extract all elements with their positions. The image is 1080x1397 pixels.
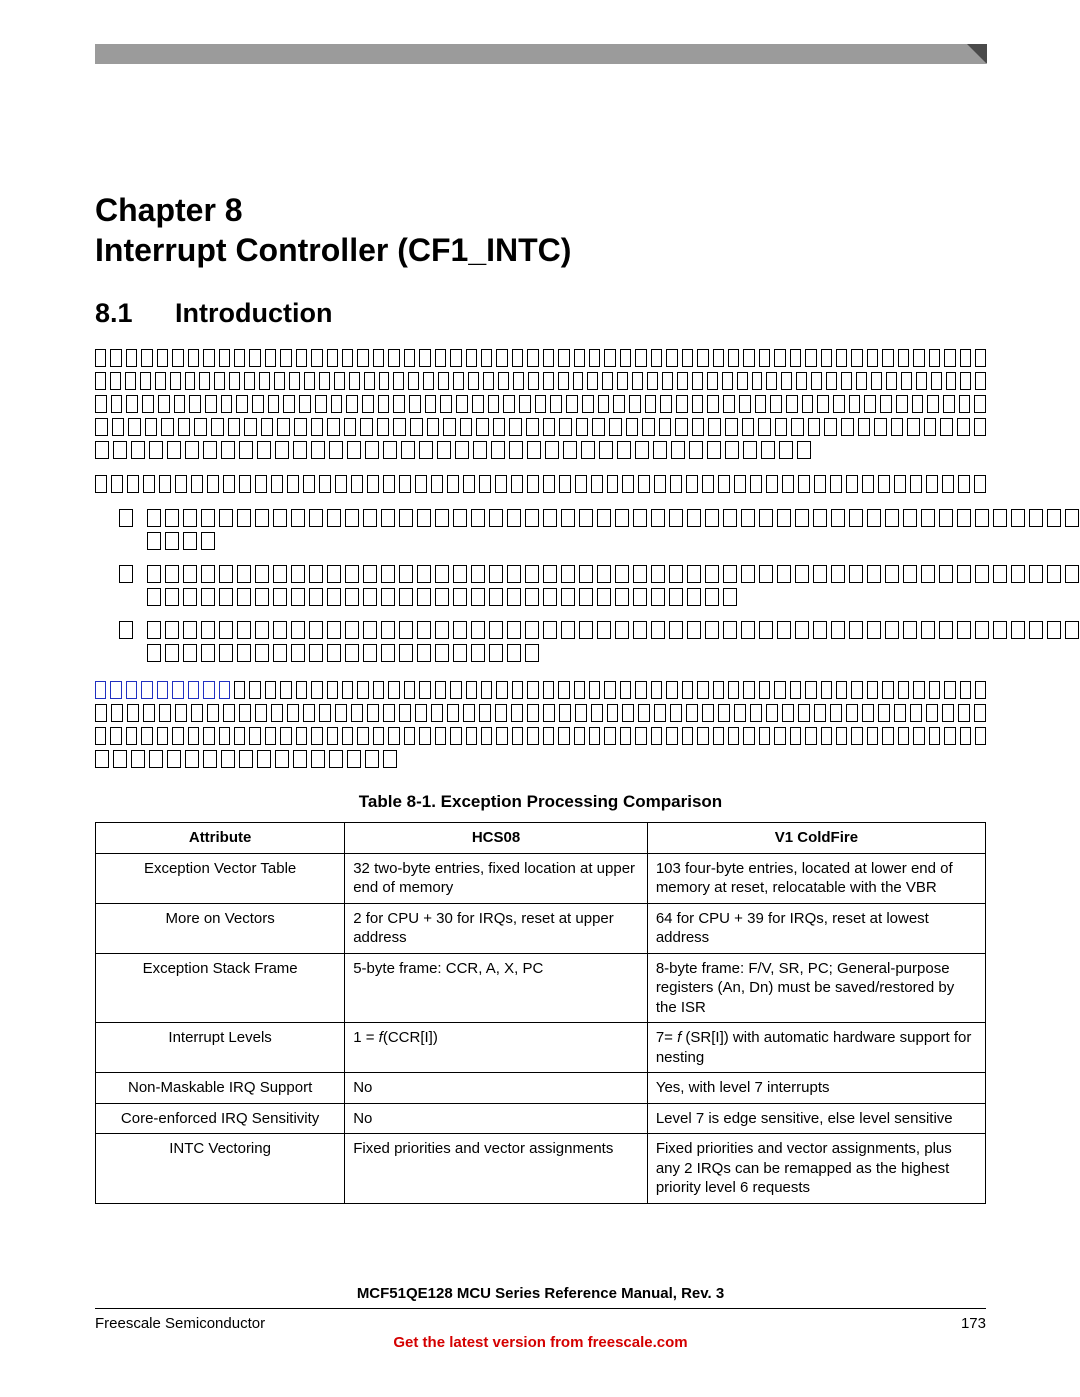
cell-hcs08: 32 two-byte entries, fixed location at u… [345, 853, 648, 903]
cell-attribute: Exception Stack Frame [96, 953, 345, 1023]
cell-hcs08: 5-byte frame: CCR, A, X, PC [345, 953, 648, 1023]
bullet-marker [119, 621, 133, 639]
page-footer: MCF51QE128 MCU Series Reference Manual, … [95, 1285, 986, 1351]
body-paragraph-3 [95, 681, 986, 770]
cell-attribute: Non-Maskable IRQ Support [96, 1073, 345, 1104]
section-number: 8.1 [95, 298, 175, 329]
cell-hcs08: Fixed priorities and vector assignments [345, 1134, 648, 1204]
page-content: Chapter 8 Interrupt Controller (CF1_INTC… [95, 190, 986, 1204]
comparison-table: Attribute HCS08 V1 ColdFire Exception Ve… [95, 822, 986, 1204]
table-header-row: Attribute HCS08 V1 ColdFire [96, 823, 986, 854]
chapter-line1: Chapter 8 [95, 190, 986, 230]
table-row: Non-Maskable IRQ SupportNoYes, with leve… [96, 1073, 986, 1104]
bullet-list [95, 509, 986, 667]
bullet-item [95, 509, 986, 555]
cell-v1: 7= f (SR[I]) with automatic hardware sup… [647, 1023, 985, 1073]
bullet-item [95, 621, 986, 667]
cell-attribute: More on Vectors [96, 903, 345, 953]
chapter-title: Chapter 8 Interrupt Controller (CF1_INTC… [95, 190, 986, 270]
footer-link[interactable]: Get the latest version from freescale.co… [95, 1334, 986, 1351]
cell-v1: Yes, with level 7 interrupts [647, 1073, 985, 1104]
bullet-marker [119, 565, 133, 583]
col-attribute: Attribute [96, 823, 345, 854]
table-caption: Table 8-1. Exception Processing Comparis… [95, 792, 986, 812]
footer-doc-title: MCF51QE128 MCU Series Reference Manual, … [95, 1285, 986, 1302]
cell-v1: Level 7 is edge sensitive, else level se… [647, 1103, 985, 1134]
footer-rule [95, 1308, 986, 1309]
cell-hcs08: 2 for CPU + 30 for IRQs, reset at upper … [345, 903, 648, 953]
table-row: More on Vectors2 for CPU + 30 for IRQs, … [96, 903, 986, 953]
cell-v1: 8-byte frame: F/V, SR, PC; General-purpo… [647, 953, 985, 1023]
table-row: Core-enforced IRQ SensitivityNoLevel 7 i… [96, 1103, 986, 1134]
table-row: Exception Stack Frame5-byte frame: CCR, … [96, 953, 986, 1023]
cell-hcs08: No [345, 1073, 648, 1104]
col-v1: V1 ColdFire [647, 823, 985, 854]
cell-v1: 64 for CPU + 39 for IRQs, reset at lowes… [647, 903, 985, 953]
body-paragraph-1 [95, 349, 986, 461]
table-row: INTC VectoringFixed priorities and vecto… [96, 1134, 986, 1204]
footer-left: Freescale Semiconductor [95, 1315, 265, 1332]
section-name: Introduction [175, 298, 332, 328]
footer-page-number: 173 [961, 1315, 986, 1332]
bullet-marker [119, 509, 133, 527]
col-hcs08: HCS08 [345, 823, 648, 854]
header-bar [95, 44, 986, 64]
cell-v1: Fixed priorities and vector assignments,… [647, 1134, 985, 1204]
section-title: 8.1Introduction [95, 298, 986, 329]
body-paragraph-2 [95, 475, 986, 495]
cell-attribute: Exception Vector Table [96, 853, 345, 903]
cell-v1: 103 four-byte entries, located at lower … [647, 853, 985, 903]
cell-hcs08: 1 = f(CCR[I]) [345, 1023, 648, 1073]
table-row: Exception Vector Table32 two-byte entrie… [96, 853, 986, 903]
chapter-line2: Interrupt Controller (CF1_INTC) [95, 230, 986, 270]
cell-attribute: Core-enforced IRQ Sensitivity [96, 1103, 345, 1134]
bullet-item [95, 565, 986, 611]
cell-attribute: INTC Vectoring [96, 1134, 345, 1204]
cell-hcs08: No [345, 1103, 648, 1134]
cell-attribute: Interrupt Levels [96, 1023, 345, 1073]
table-row: Interrupt Levels1 = f(CCR[I])7= f (SR[I]… [96, 1023, 986, 1073]
